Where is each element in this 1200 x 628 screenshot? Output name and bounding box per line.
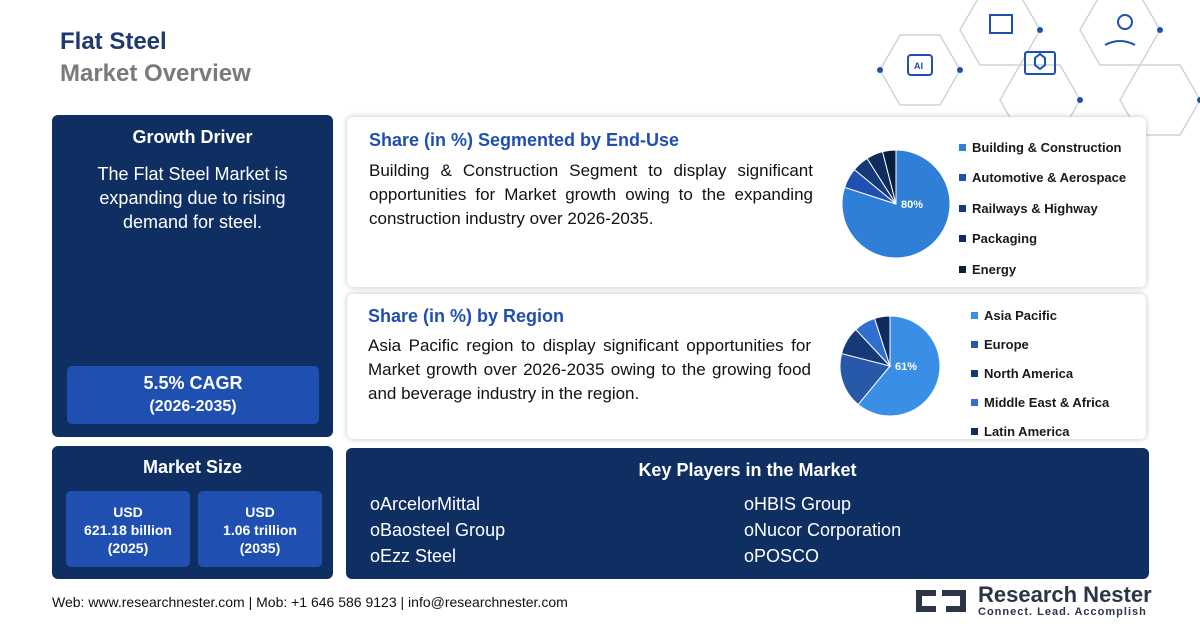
legend-item: Automotive & Aerospace [959, 163, 1144, 194]
cagr-box: 5.5% CAGR (2026-2035) [67, 366, 319, 424]
key-player-item: oArcelorMittal [370, 494, 481, 514]
legend-label: Europe [984, 337, 1029, 352]
end-use-pie-chart: 80% [841, 149, 951, 259]
legend-swatch [959, 265, 966, 273]
legend-label: Building & Construction [972, 139, 1122, 155]
market-size-currency: USD [245, 504, 275, 520]
logo-name: Research Nester [978, 582, 1152, 607]
market-size-amount: 1.06 trillion [223, 522, 297, 538]
market-size-currency: USD [113, 504, 143, 520]
end-use-legend: Building & Construction Automotive & Aer… [959, 132, 1144, 285]
key-players-heading: Key Players in the Market [638, 460, 857, 480]
region-title: Share (in %) by Region [368, 306, 565, 326]
legend-item: Energy [959, 254, 1144, 285]
legend-item: Europe [971, 330, 1143, 359]
region-pie-chart: 61% [839, 315, 941, 417]
legend-item: Asia Pacific [971, 301, 1143, 330]
legend-swatch [971, 370, 978, 377]
market-size-heading: Market Size [142, 457, 243, 477]
end-use-card: Share (in %) Segmented by End-Use Buildi… [347, 117, 1146, 287]
cagr-period: (2026-2035) [149, 398, 237, 415]
region-card: Share (in %) by Region Asia Pacific regi… [347, 294, 1146, 439]
legend-item: North America [971, 359, 1143, 388]
legend-label: Latin America [984, 424, 1070, 439]
legend-swatch [971, 399, 978, 406]
legend-label: Railways & Highway [972, 200, 1098, 216]
key-player-item: oHBIS Group [744, 494, 852, 514]
legend-label: Middle East & Africa [984, 395, 1110, 410]
legend-item: Railways & Highway [959, 193, 1144, 224]
legend-swatch [959, 204, 966, 212]
key-player-item: oEzz Steel [370, 546, 457, 566]
region-text: Asia Pacific region to display significa… [368, 336, 811, 403]
legend-swatch [959, 174, 966, 182]
pie-slice [839, 352, 891, 406]
key-players-left-list: oArcelorMittal oBaosteel Group oEzz Stee… [370, 491, 505, 569]
key-player-item: oPOSCO [744, 546, 820, 566]
legend-item: Packaging [959, 224, 1144, 255]
legend-item: Middle East & Africa [971, 388, 1143, 417]
end-use-text: Building & Construction Segment to displ… [369, 161, 813, 228]
logo-tagline: Connect. Lead. Accomplish [978, 606, 1147, 618]
pie-slice [857, 315, 941, 417]
legend-swatch [971, 428, 978, 435]
market-size-2035-box: USD 1.06 trillion (2035) [198, 491, 322, 567]
legend-label: North America [984, 366, 1074, 381]
key-player-item: oBaosteel Group [370, 520, 506, 540]
end-use-title: Share (in %) Segmented by End-Use [369, 130, 680, 150]
footer-contact: Web: www.researchnester.com | Mob: +1 64… [52, 594, 568, 610]
legend-item: Building & Construction [959, 132, 1144, 163]
market-size-year: (2035) [239, 540, 281, 556]
pie-slice [873, 315, 891, 367]
legend-swatch [959, 235, 966, 243]
page-title: Flat Steel [60, 28, 167, 55]
legend-swatch [971, 341, 978, 348]
legend-swatch [959, 143, 966, 151]
market-size-2025-box: USD 621.18 billion (2025) [66, 491, 190, 567]
pie-data-label: 61% [895, 361, 917, 373]
legend-label: Automotive & Aerospace [972, 170, 1127, 186]
key-player-item: oNucor Corporation [744, 520, 902, 540]
pie-data-label: 80% [901, 199, 923, 211]
region-legend: Asia Pacific Europe North America Middle… [971, 301, 1143, 446]
legend-swatch [971, 312, 978, 319]
research-nester-logo-icon [916, 590, 966, 612]
legend-label: Asia Pacific [984, 308, 1057, 323]
svg-text:AI: AI [914, 61, 923, 71]
hexagon-pattern-icon: AI [877, 0, 1200, 136]
market-size-year: (2025) [107, 540, 149, 556]
legend-label: Energy [972, 261, 1017, 277]
legend-label: Packaging [972, 231, 1038, 247]
growth-driver-heading: Growth Driver [132, 127, 253, 147]
page-subtitle: Market Overview [60, 60, 251, 87]
key-players-right-list: oHBIS Group oNucor Corporation oPOSCO [744, 491, 901, 569]
cagr-value: 5.5% CAGR [143, 373, 243, 393]
legend-item: Latin America [971, 417, 1143, 446]
market-size-amount: 621.18 billion [84, 522, 172, 538]
pie-slice [881, 149, 897, 205]
growth-driver-text: The Flat Steel Market is expanding due t… [97, 164, 288, 232]
key-players-panel: Key Players in the Market oArcelorMittal… [346, 448, 1149, 579]
